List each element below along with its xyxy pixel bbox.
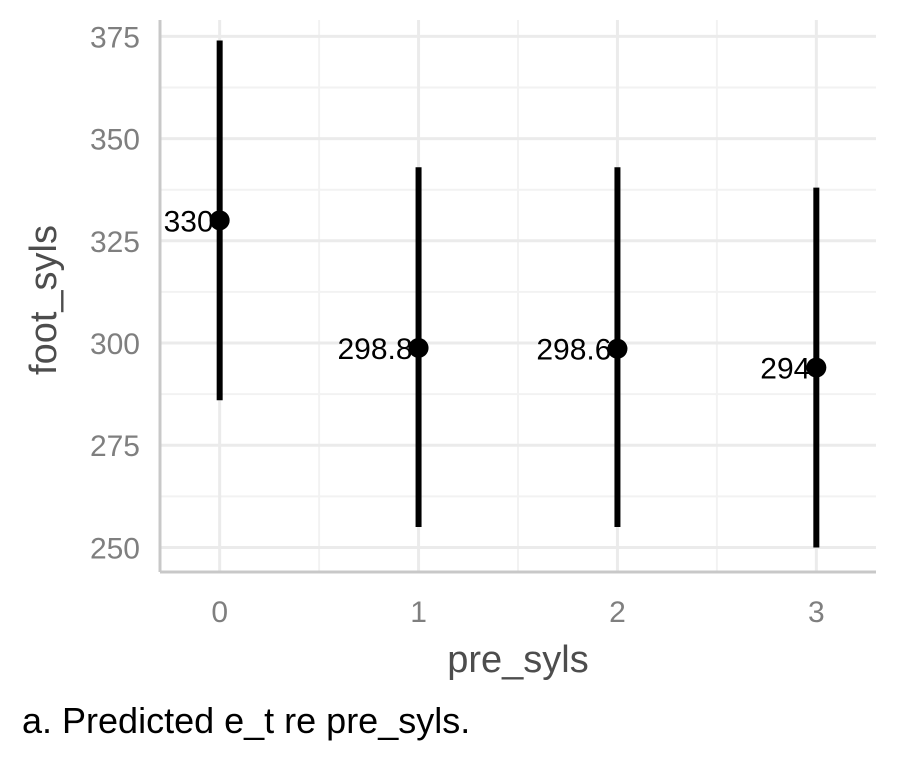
- y-tick-label: 375: [90, 21, 140, 54]
- x-tick-label: 2: [609, 596, 626, 629]
- data-point: [408, 337, 429, 358]
- data-label: 298.6: [536, 334, 611, 367]
- data-point: [806, 357, 827, 378]
- y-axis-title: foot_syls: [23, 225, 65, 375]
- figure-caption: a. Predicted e_t re pre_syls.: [22, 700, 471, 741]
- y-tick-label: 250: [90, 532, 140, 565]
- data-marks: 330 298.8 298.6 294: [164, 40, 827, 548]
- x-axis-title: pre_syls: [447, 639, 589, 681]
- y-tick-label: 300: [90, 328, 140, 361]
- data-label: 294: [760, 353, 810, 386]
- tick-labels: 0 1 2 3 250 275 300 325 350 375: [90, 21, 825, 629]
- y-tick-label: 275: [90, 430, 140, 463]
- data-point: [209, 210, 230, 231]
- x-tick-label: 3: [808, 596, 825, 629]
- y-tick-label: 325: [90, 226, 140, 259]
- y-tick-label: 350: [90, 124, 140, 157]
- x-tick-label: 0: [211, 596, 228, 629]
- data-point: [607, 338, 628, 359]
- x-tick-label: 1: [410, 596, 427, 629]
- axes: [158, 20, 876, 574]
- data-label: 330: [164, 205, 214, 238]
- data-label: 298.8: [337, 333, 412, 366]
- grid: [160, 20, 876, 572]
